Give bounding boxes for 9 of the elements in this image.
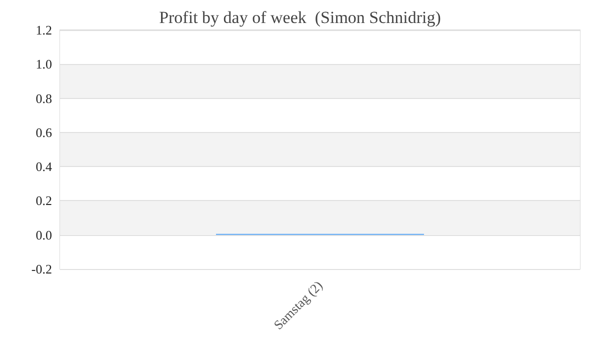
y-tick-label: -0.2 — [31, 262, 52, 276]
y-tick-label: 0.0 — [36, 227, 52, 242]
y-tick-label: 0.2 — [36, 193, 52, 208]
y-tick-label: 1.2 — [36, 22, 52, 38]
y-tick-label: 0.6 — [36, 124, 52, 140]
y-tick-label: 0.4 — [36, 159, 52, 174]
y-tick-label: 1.0 — [36, 56, 52, 72]
y-tick-label: 0.8 — [36, 90, 52, 106]
chart-title: Profit by day of week (Simon Schnidrig) — [159, 8, 441, 27]
